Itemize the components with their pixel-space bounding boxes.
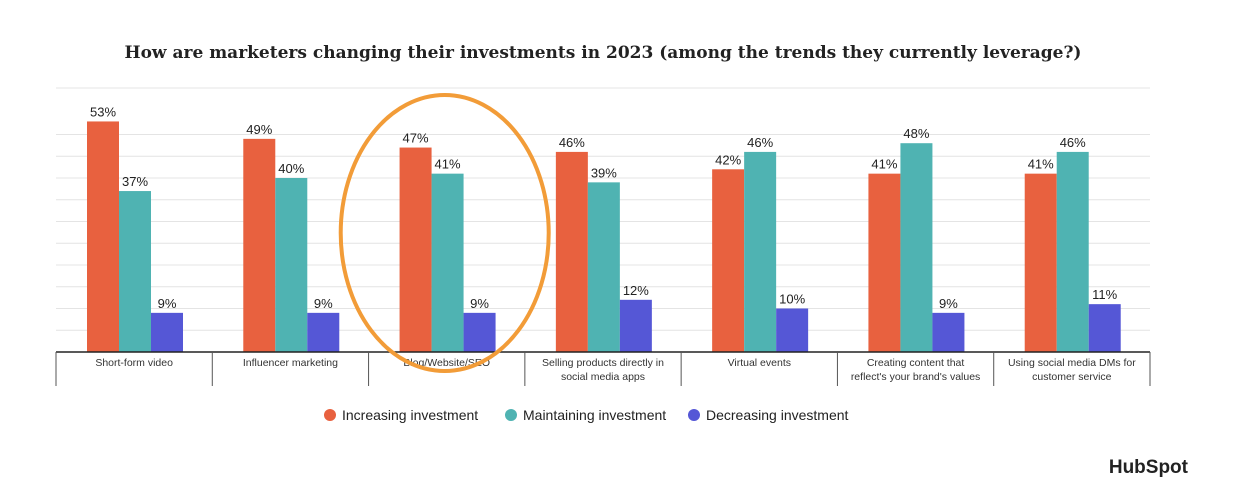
data-labels: 53% 37% 9% 49% 40% 9% 47% 41% 9% 46% 39% 12% 42% 46% 1…	[90, 104, 1118, 310]
brand-text: HubSpot	[1109, 457, 1189, 478]
bar	[243, 138, 276, 352]
bar	[776, 308, 809, 352]
data-label: 41%	[435, 157, 461, 172]
legend-marker	[688, 409, 700, 421]
data-label: 39%	[591, 165, 617, 180]
legend-label: Decreasing investment	[706, 407, 849, 423]
bar	[431, 173, 464, 352]
legend-label: Maintaining investment	[523, 407, 666, 423]
bar	[307, 312, 340, 352]
bar	[399, 147, 432, 352]
data-label: 10%	[779, 292, 805, 307]
data-label: 42%	[715, 152, 741, 167]
data-label: 9%	[470, 296, 489, 311]
data-label: 41%	[871, 157, 897, 172]
data-label: 12%	[623, 283, 649, 298]
category-label: Using social media DMs for	[1008, 357, 1136, 369]
data-label: 37%	[122, 174, 148, 189]
chart-title: How are marketers changing their investm…	[125, 43, 1082, 63]
bar	[1024, 173, 1057, 352]
category-label: Creating content that	[867, 357, 965, 369]
bar	[119, 191, 151, 352]
bar	[463, 312, 496, 352]
category-label: reflect's your brand's values	[851, 371, 981, 383]
legend: Increasing investment Maintaining investm…	[324, 407, 849, 423]
data-label: 53%	[90, 104, 116, 119]
category-label: social media apps	[561, 371, 645, 383]
bar	[619, 299, 652, 352]
bar	[1056, 151, 1089, 352]
highlight-ellipse	[338, 93, 551, 373]
data-label: 47%	[403, 131, 429, 146]
legend-marker	[505, 409, 517, 421]
bar	[587, 182, 620, 352]
hubspot-logo: HubSpot	[1109, 457, 1189, 478]
category-label: Virtual events	[728, 357, 791, 369]
bar	[900, 143, 933, 352]
bar	[868, 173, 901, 352]
category-label: Influencer marketing	[243, 357, 338, 369]
bar	[932, 312, 965, 352]
data-label: 9%	[158, 296, 177, 311]
data-label: 9%	[314, 296, 333, 311]
highlight-ellipse-shape	[338, 93, 551, 373]
data-label: 11%	[1092, 287, 1117, 302]
category-label: Short-form video	[95, 357, 173, 369]
bar	[151, 312, 183, 352]
bar	[555, 151, 588, 352]
bar	[712, 169, 745, 352]
bar	[275, 178, 308, 352]
bars	[87, 121, 1121, 352]
bar	[1088, 304, 1121, 352]
data-label: 46%	[747, 135, 773, 150]
data-label: 48%	[903, 126, 929, 141]
data-label: 40%	[278, 161, 304, 176]
bar	[744, 151, 777, 352]
data-label: 46%	[559, 135, 585, 150]
data-label: 49%	[246, 122, 272, 137]
data-label: 9%	[939, 296, 958, 311]
category-label: Selling products directly in	[542, 357, 664, 369]
data-label: 46%	[1060, 135, 1086, 150]
data-label: 41%	[1028, 157, 1054, 172]
bar	[87, 121, 119, 352]
legend-label: Increasing investment	[342, 407, 478, 423]
category-label: customer service	[1032, 371, 1112, 383]
category-labels: Short-form video Influencer marketing Blog…	[55, 351, 1151, 386]
legend-marker	[324, 409, 336, 421]
